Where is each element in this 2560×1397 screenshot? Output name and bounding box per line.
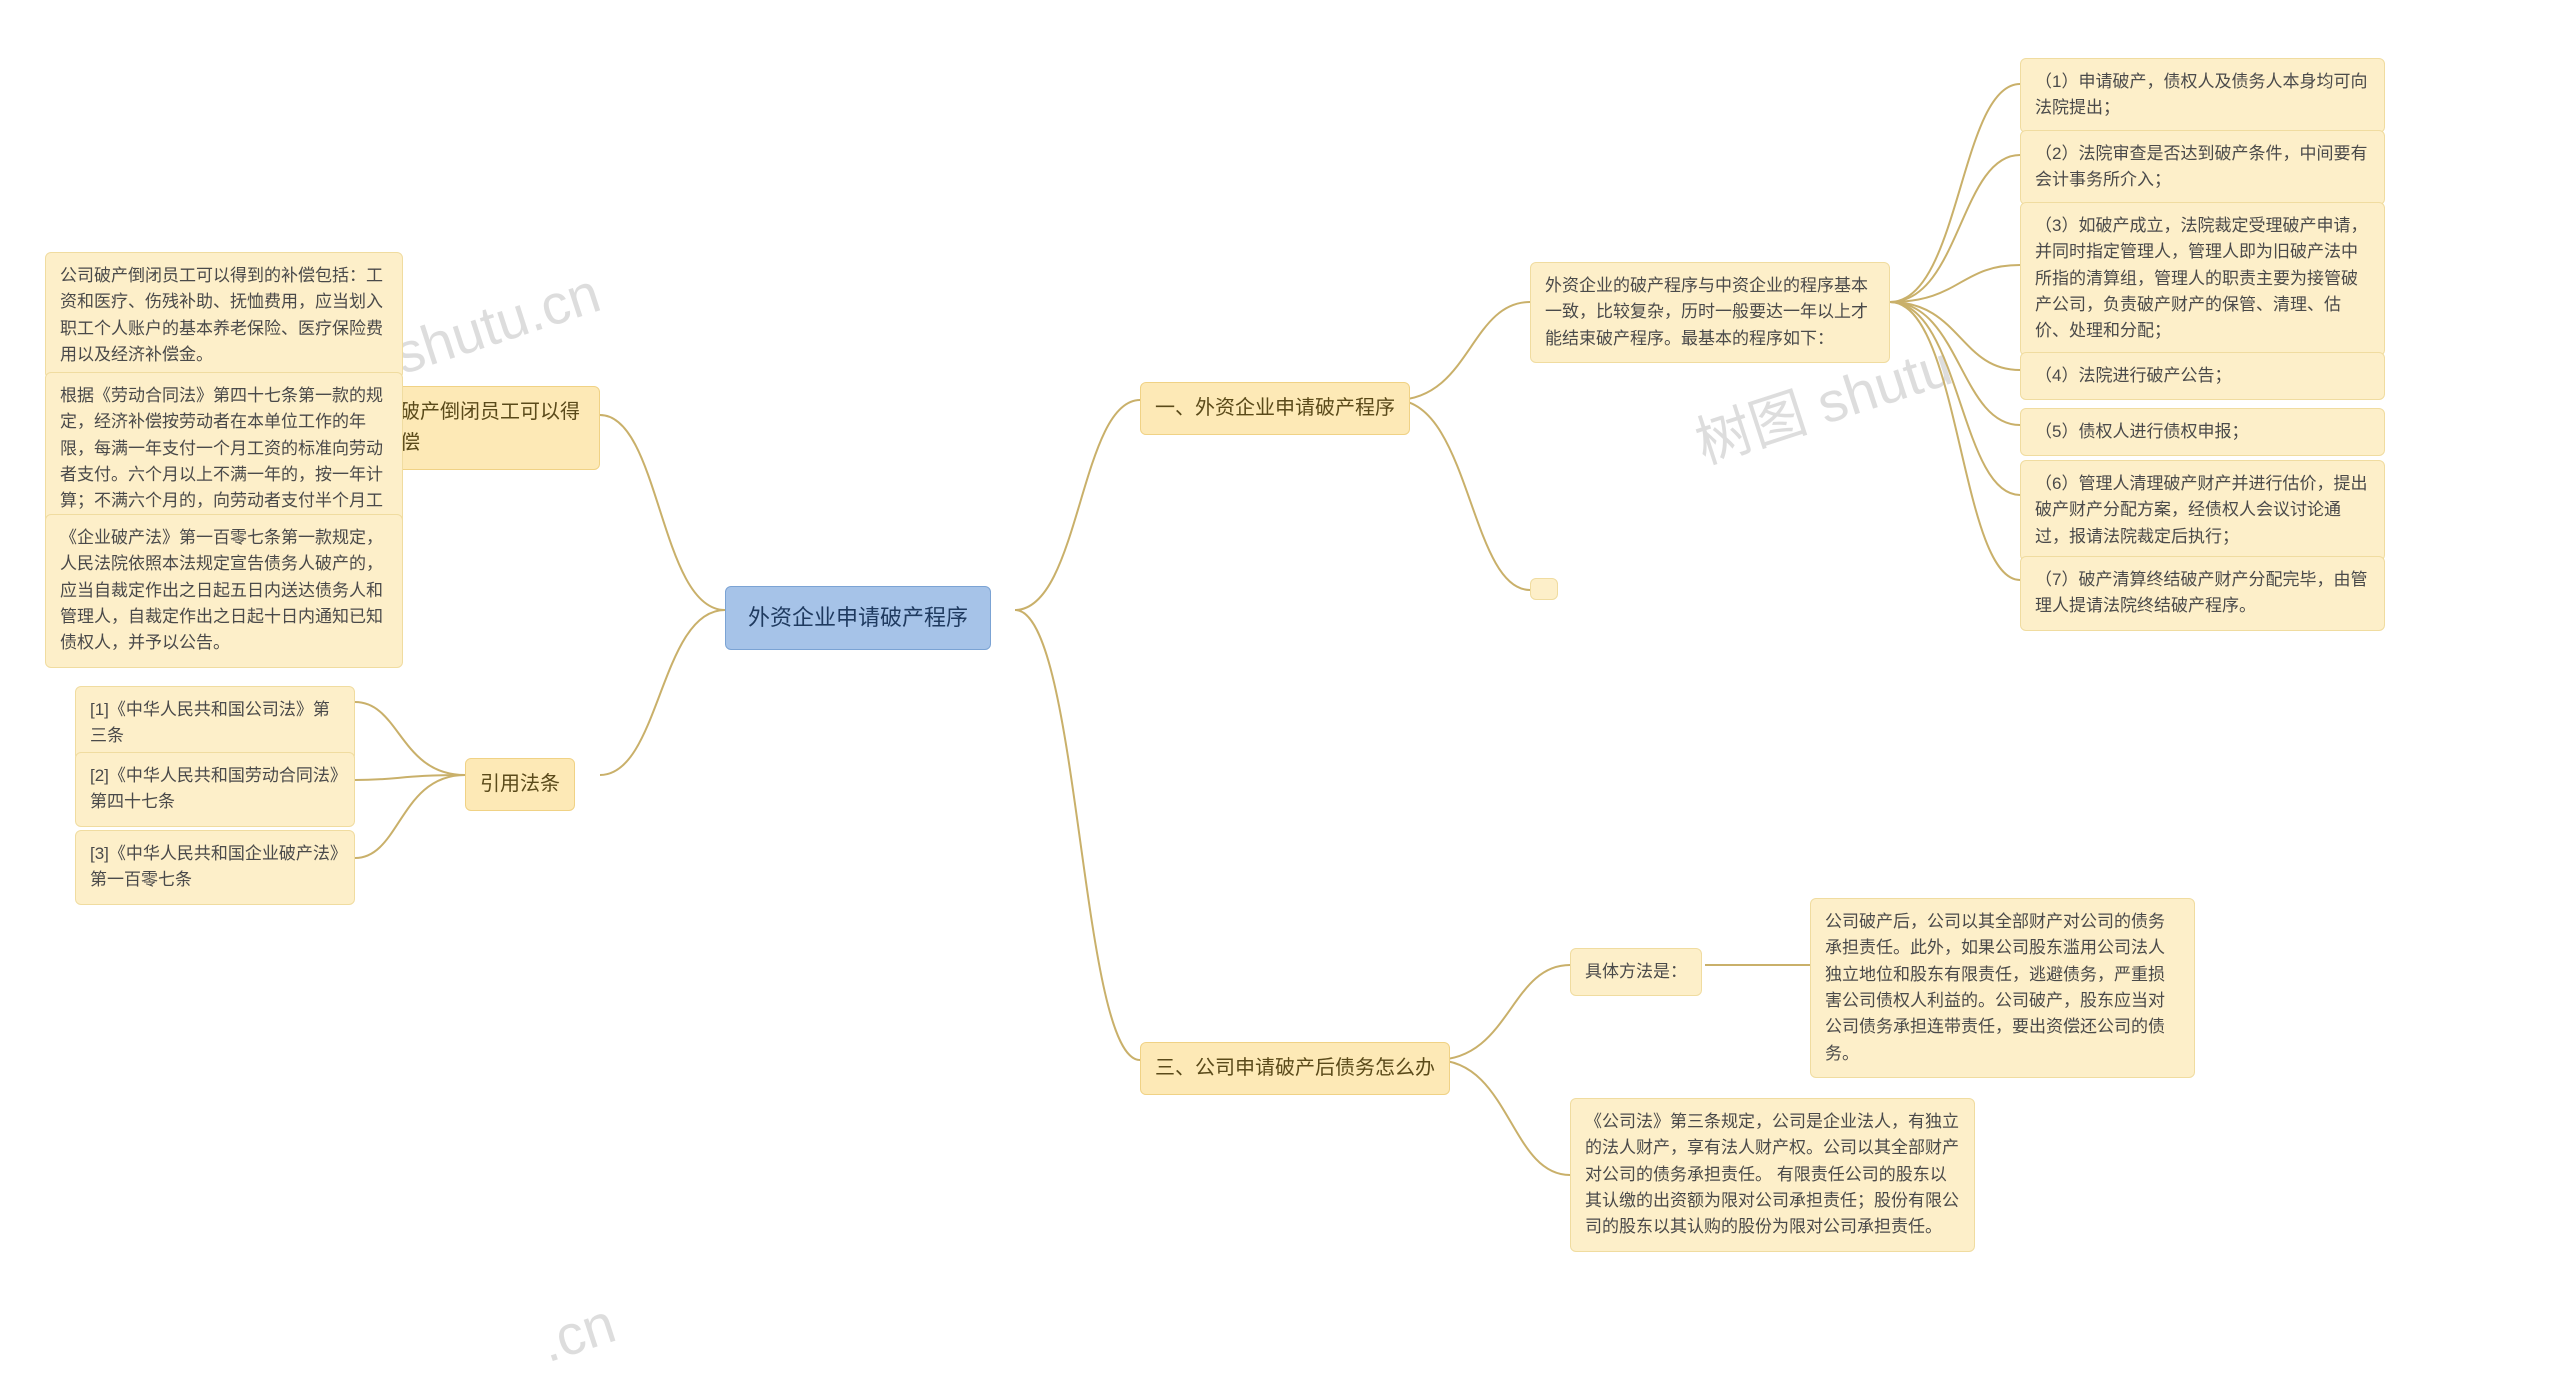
branch-3: 三、公司申请破产后债务怎么办: [1140, 1042, 1450, 1095]
branch-3-law-text: 《公司法》第三条规定，公司是企业法人，有独立的法人财产，享有法人财产权。公司以其…: [1570, 1098, 1975, 1252]
b4-leaf-3: [3]《中华人民共和国企业破产法》第一百零七条: [75, 830, 355, 905]
branch-1-empty: [1530, 578, 1558, 600]
mindmap-root: 外资企业申请破产程序: [725, 586, 991, 650]
b1-leaf-6: （6）管理人清理破产财产并进行估价，提出破产财产分配方案，经债权人会议讨论通过，…: [2020, 460, 2385, 561]
b1-leaf-7: （7）破产清算终结破产财产分配完毕，由管理人提请法院终结破产程序。: [2020, 556, 2385, 631]
b1-leaf-3: （3）如破产成立，法院裁定受理破产申请，并同时指定管理人，管理人即为旧破产法中所…: [2020, 202, 2385, 356]
branch-3-method-text: 公司破产后，公司以其全部财产对公司的债务承担责任。此外，如果公司股东滥用公司法人…: [1810, 898, 2195, 1078]
b1-leaf-4: （4）法院进行破产公告；: [2020, 352, 2385, 400]
b2-leaf-3: 《企业破产法》第一百零七条第一款规定，人民法院依照本法规定宣告债务人破产的，应当…: [45, 514, 403, 668]
b1-leaf-5: （5）债权人进行债权申报；: [2020, 408, 2385, 456]
branch-1-intro: 外资企业的破产程序与中资企业的程序基本一致，比较复杂，历时一般要达一年以上才能结…: [1530, 262, 1890, 363]
branch-1: 一、外资企业申请破产程序: [1140, 382, 1410, 435]
b4-leaf-2: [2]《中华人民共和国劳动合同法》第四十七条: [75, 752, 355, 827]
b1-leaf-1: （1）申请破产，债权人及债务人本身均可向法院提出；: [2020, 58, 2385, 133]
b4-leaf-1: [1]《中华人民共和国公司法》第三条: [75, 686, 355, 761]
b2-leaf-1: 公司破产倒闭员工可以得到的补偿包括：工资和医疗、伤残补助、抚恤费用，应当划入职工…: [45, 252, 403, 379]
watermark: .cn: [532, 1290, 623, 1375]
b1-leaf-2: （2）法院审查是否达到破产条件，中间要有会计事务所介入；: [2020, 130, 2385, 205]
branch-3-method-label: 具体方法是：: [1570, 948, 1702, 996]
branch-4: 引用法条: [465, 758, 575, 811]
